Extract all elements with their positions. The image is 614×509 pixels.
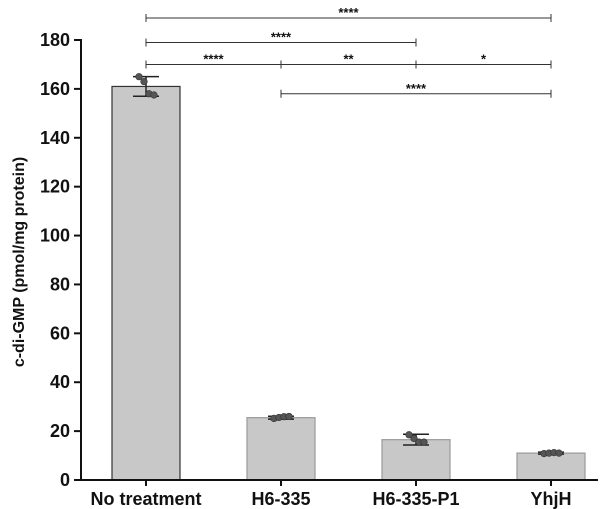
significance-label: **** bbox=[338, 5, 359, 20]
bar bbox=[381, 439, 451, 481]
data-point bbox=[285, 412, 293, 421]
significance-brackets: ************ ** ***** bbox=[145, 5, 552, 98]
y-axis-title: c-di-GMP (pmol/mg protein) bbox=[11, 157, 28, 367]
significance-label: * bbox=[481, 51, 487, 66]
data-points bbox=[135, 73, 563, 458]
y-tick-label: 160 bbox=[40, 79, 70, 99]
y-tick-label: 20 bbox=[50, 421, 70, 441]
y-tick-label: 60 bbox=[50, 323, 70, 343]
bar bbox=[246, 417, 316, 481]
x-axis: No treatment H6-335 H6-335-P1 YhjH bbox=[80, 479, 598, 509]
bars bbox=[111, 85, 586, 481]
significance-label: **** bbox=[406, 81, 427, 96]
y-tick-label: 100 bbox=[40, 226, 70, 246]
data-point bbox=[135, 73, 143, 81]
y-tick-label: 120 bbox=[40, 177, 70, 197]
y-tick-label: 80 bbox=[50, 274, 70, 294]
data-point bbox=[140, 77, 148, 86]
data-point bbox=[150, 91, 158, 99]
x-tick-label: H6-335-P1 bbox=[372, 489, 459, 509]
data-point bbox=[420, 438, 428, 446]
data-point bbox=[405, 431, 413, 439]
y-tick-label: 40 bbox=[50, 372, 70, 392]
y-tick-label: 0 bbox=[60, 470, 70, 490]
data-point bbox=[410, 434, 418, 443]
bar bbox=[516, 452, 586, 481]
error-bars bbox=[133, 75, 564, 455]
significance-label: **** bbox=[203, 51, 224, 66]
x-tick-label: H6-335 bbox=[251, 489, 310, 509]
significance-label: **** bbox=[271, 29, 292, 44]
x-tick-label: No treatment bbox=[90, 489, 201, 509]
bar bbox=[111, 85, 181, 481]
y-axis: 0 20 40 60 80 100 120 140 160 180 bbox=[40, 30, 82, 490]
y-tick-label: 180 bbox=[40, 30, 70, 50]
y-tick-label: 140 bbox=[40, 128, 70, 148]
data-point bbox=[555, 449, 563, 457]
significance-label: ** bbox=[343, 51, 354, 66]
x-tick-label: YhjH bbox=[530, 489, 571, 509]
